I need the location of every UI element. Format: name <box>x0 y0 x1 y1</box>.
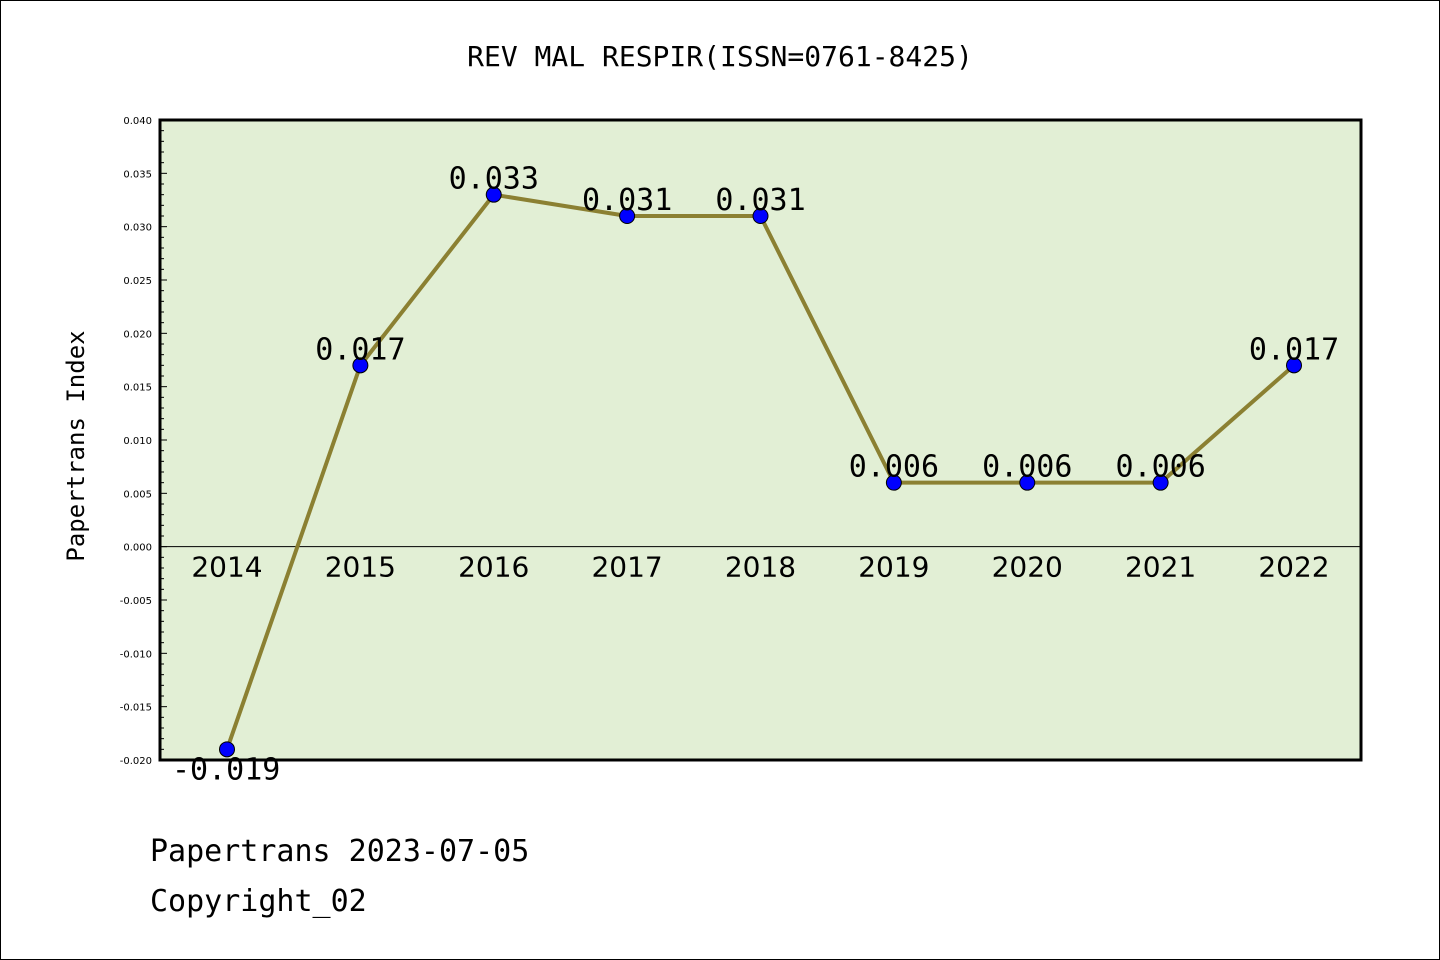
x-tick-label: 2022 <box>1258 551 1329 584</box>
data-label: 0.006 <box>1115 450 1205 485</box>
y-tick-label: 0.005 <box>123 489 152 500</box>
data-point <box>619 208 636 224</box>
data-label: 0.017 <box>1249 332 1339 367</box>
x-tick-label: 2016 <box>458 551 529 584</box>
y-axis-label: Papertrans Index <box>62 330 90 561</box>
chart-title: REV MAL RESPIR(ISSN=0761-8425) <box>467 40 973 73</box>
data-point <box>485 186 502 203</box>
y-tick-label: 0.010 <box>123 436 152 447</box>
data-point <box>885 474 902 491</box>
data-label: 0.017 <box>315 332 405 367</box>
data-label: 0.031 <box>582 183 672 218</box>
data-point <box>1019 474 1036 491</box>
y-tick-label: -0.015 <box>120 703 152 714</box>
y-tick-label: 0.035 <box>123 169 152 180</box>
data-points <box>219 186 1302 758</box>
y-tick-label: -0.020 <box>120 756 152 767</box>
y-tick-label: 0.015 <box>123 383 152 394</box>
x-tick-label: 2020 <box>992 551 1063 584</box>
data-labels: -0.019 0.017 0.033 0.031 0.031 0.006 0.006 0.00… <box>172 162 1339 788</box>
data-label: 0.033 <box>449 162 539 197</box>
data-point <box>1152 474 1169 491</box>
data-point <box>1286 357 1302 374</box>
data-point <box>352 357 369 374</box>
x-tick-label: 2021 <box>1125 551 1196 584</box>
x-tick-label: 2017 <box>591 551 662 584</box>
footer-date: Papertrans 2023-07-05 <box>150 834 530 869</box>
data-label: 0.006 <box>982 450 1072 485</box>
plot-area <box>160 120 1361 760</box>
y-tick-label: -0.010 <box>120 649 152 660</box>
plot-border <box>158 118 1363 762</box>
y-tick-label: 0.030 <box>123 223 152 234</box>
x-tick-label: 2018 <box>725 551 796 584</box>
data-label: 0.031 <box>715 183 805 218</box>
x-tick-label: 2015 <box>325 551 396 584</box>
footer-copyright: Copyright_02 <box>150 884 367 919</box>
y-tick-label: -0.005 <box>120 596 152 607</box>
x-tick-label: 2019 <box>858 551 929 584</box>
x-axis-ticks: 2014 2015 2016 2017 2018 2019 2020 2021 2022 <box>191 551 1329 584</box>
data-point <box>219 741 235 758</box>
y-tick-label: 0.000 <box>123 543 152 554</box>
x-tick-label: 2014 <box>191 551 262 584</box>
y-tick-label: 0.020 <box>123 329 152 340</box>
data-label: -0.019 <box>172 752 280 787</box>
y-tick-label: 0.025 <box>123 276 152 287</box>
y-tick-label: 0.040 <box>123 116 152 127</box>
data-label: 0.006 <box>849 450 939 485</box>
data-point <box>752 208 769 224</box>
